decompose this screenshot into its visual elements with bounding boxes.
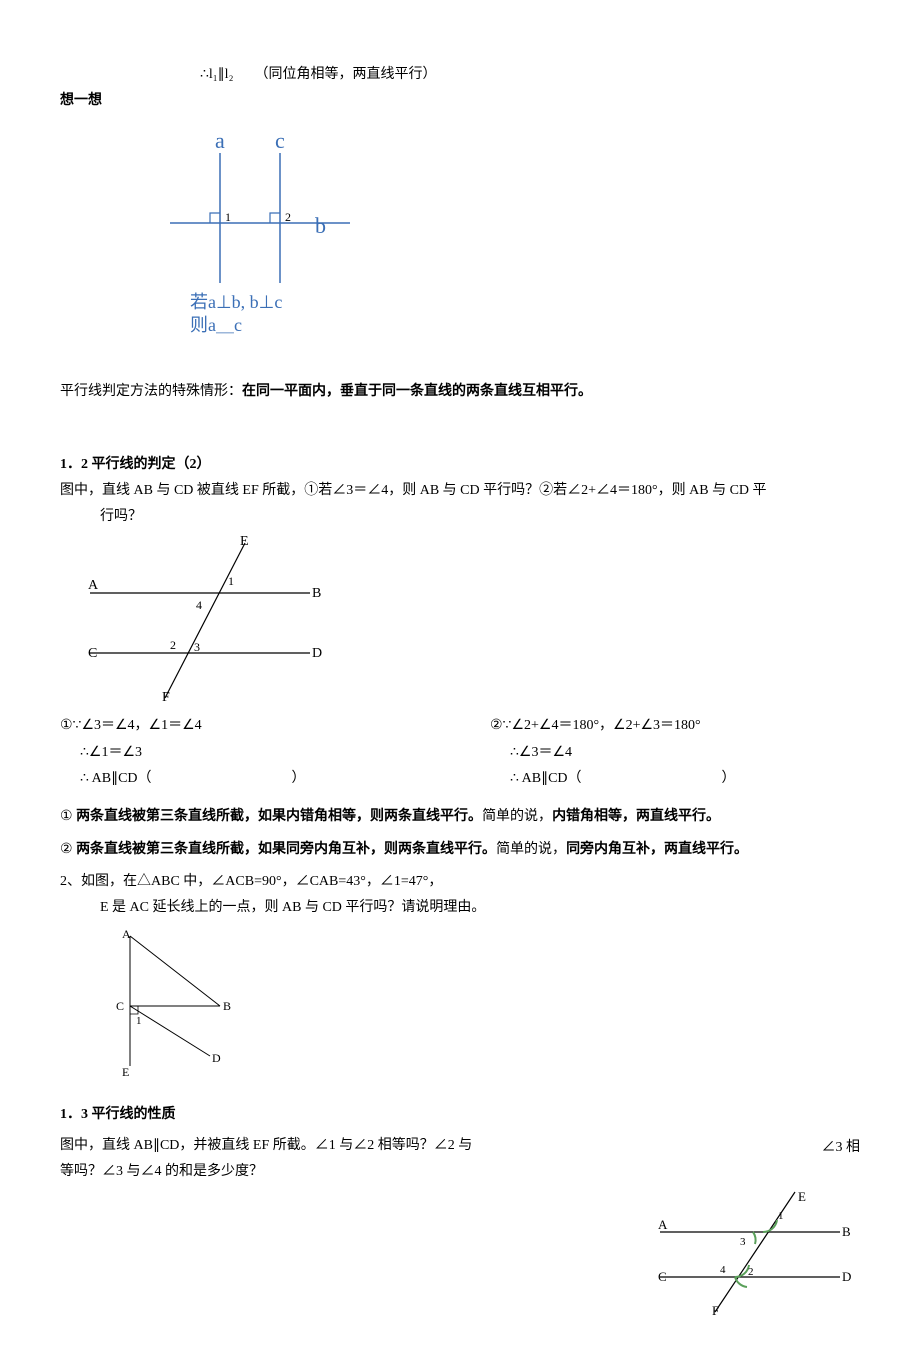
- svg-text:A: A: [658, 1217, 668, 1232]
- svg-text:3: 3: [740, 1236, 746, 1248]
- svg-text:D: D: [842, 1269, 851, 1284]
- svg-text:3: 3: [194, 640, 200, 654]
- svg-text:C: C: [116, 999, 124, 1013]
- svg-text:4: 4: [196, 598, 202, 612]
- svg-text:F: F: [712, 1303, 719, 1317]
- top-conclusion: ∴l₁∥l₂ （同位角相等，两直线平行）: [60, 64, 860, 86]
- svg-text:F: F: [162, 690, 170, 703]
- proof-columns: ①∵∠3＝∠4，∠1＝∠4 ∴∠1＝∠3 ∴ AB∥CD（ ） ②∵∠2+∠4＝…: [60, 711, 860, 794]
- svg-text:E: E: [122, 1065, 129, 1079]
- svg-text:1: 1: [136, 1015, 142, 1027]
- svg-text:4: 4: [720, 1264, 726, 1276]
- svg-text:C: C: [658, 1269, 667, 1284]
- svg-text:A: A: [88, 578, 99, 593]
- fig1-label-c: c: [275, 128, 285, 153]
- sec12-heading: 1．2 平行线的判定（2）: [60, 454, 860, 476]
- ex2-line1: 2、如图，在△ABC 中，∠ACB=90°，∠CAB=43°，∠1=47°，: [60, 871, 860, 893]
- figure-transversal-1: E A B C D F 1 4 2 3: [60, 533, 860, 711]
- fig1-label-a: a: [215, 128, 225, 153]
- sec12-question-1: 图中，直线 AB 与 CD 被直线 EF 所截，①若∠3＝∠4，则 AB 与 C…: [60, 480, 860, 502]
- fig1-num2: 2: [285, 210, 291, 224]
- svg-text:1: 1: [228, 574, 234, 588]
- sec13-body: 图中，直线 AB∥CD，并被直线 EF 所截。∠1 与∠2 相等吗？∠2 与 等…: [60, 1131, 860, 1188]
- svg-text:D: D: [212, 1051, 221, 1065]
- sec13-heading: 1．3 平行线的性质: [60, 1104, 860, 1126]
- figure-transversal-2: E A B C D F 1 3 4 2: [60, 1187, 860, 1325]
- ex2-line2: E 是 AC 延长线上的一点，则 AB 与 CD 平行吗？请说明理由。: [60, 897, 860, 919]
- svg-text:2: 2: [748, 1266, 754, 1278]
- fig1-label-b: b: [315, 213, 326, 238]
- figure-perpendicular: a c b 1 2 若a⊥b, b⊥c 则a＿c: [60, 123, 860, 351]
- think-heading: 想一想: [60, 90, 860, 112]
- svg-text:B: B: [312, 586, 321, 601]
- sec12-question-2: 行吗？: [60, 506, 860, 528]
- svg-text:B: B: [842, 1224, 851, 1239]
- special-rule: 平行线判定方法的特殊情形：在同一平面内，垂直于同一条直线的两条直线互相平行。: [60, 381, 860, 403]
- svg-text:2: 2: [170, 638, 176, 652]
- fig1-num1: 1: [225, 210, 231, 224]
- svg-text:1: 1: [778, 1210, 784, 1222]
- fig1-cond: 若a⊥b, b⊥c: [190, 292, 282, 312]
- rule-2: ② 两条直线被第三条直线所截，如果同旁内角互补，则两条直线平行。简单的说，同旁内…: [60, 839, 860, 861]
- svg-text:E: E: [798, 1189, 806, 1204]
- figure-triangle: A B C D E 1: [60, 926, 860, 1094]
- svg-text:E: E: [240, 534, 249, 549]
- svg-text:C: C: [88, 646, 97, 661]
- svg-text:D: D: [312, 646, 322, 661]
- fig1-then: 则a＿c: [190, 315, 242, 335]
- rule-1: ① 两条直线被第三条直线所截，如果内错角相等，则两条直线平行。简单的说，内错角相…: [60, 806, 860, 828]
- svg-text:A: A: [122, 927, 131, 941]
- svg-text:B: B: [223, 999, 231, 1013]
